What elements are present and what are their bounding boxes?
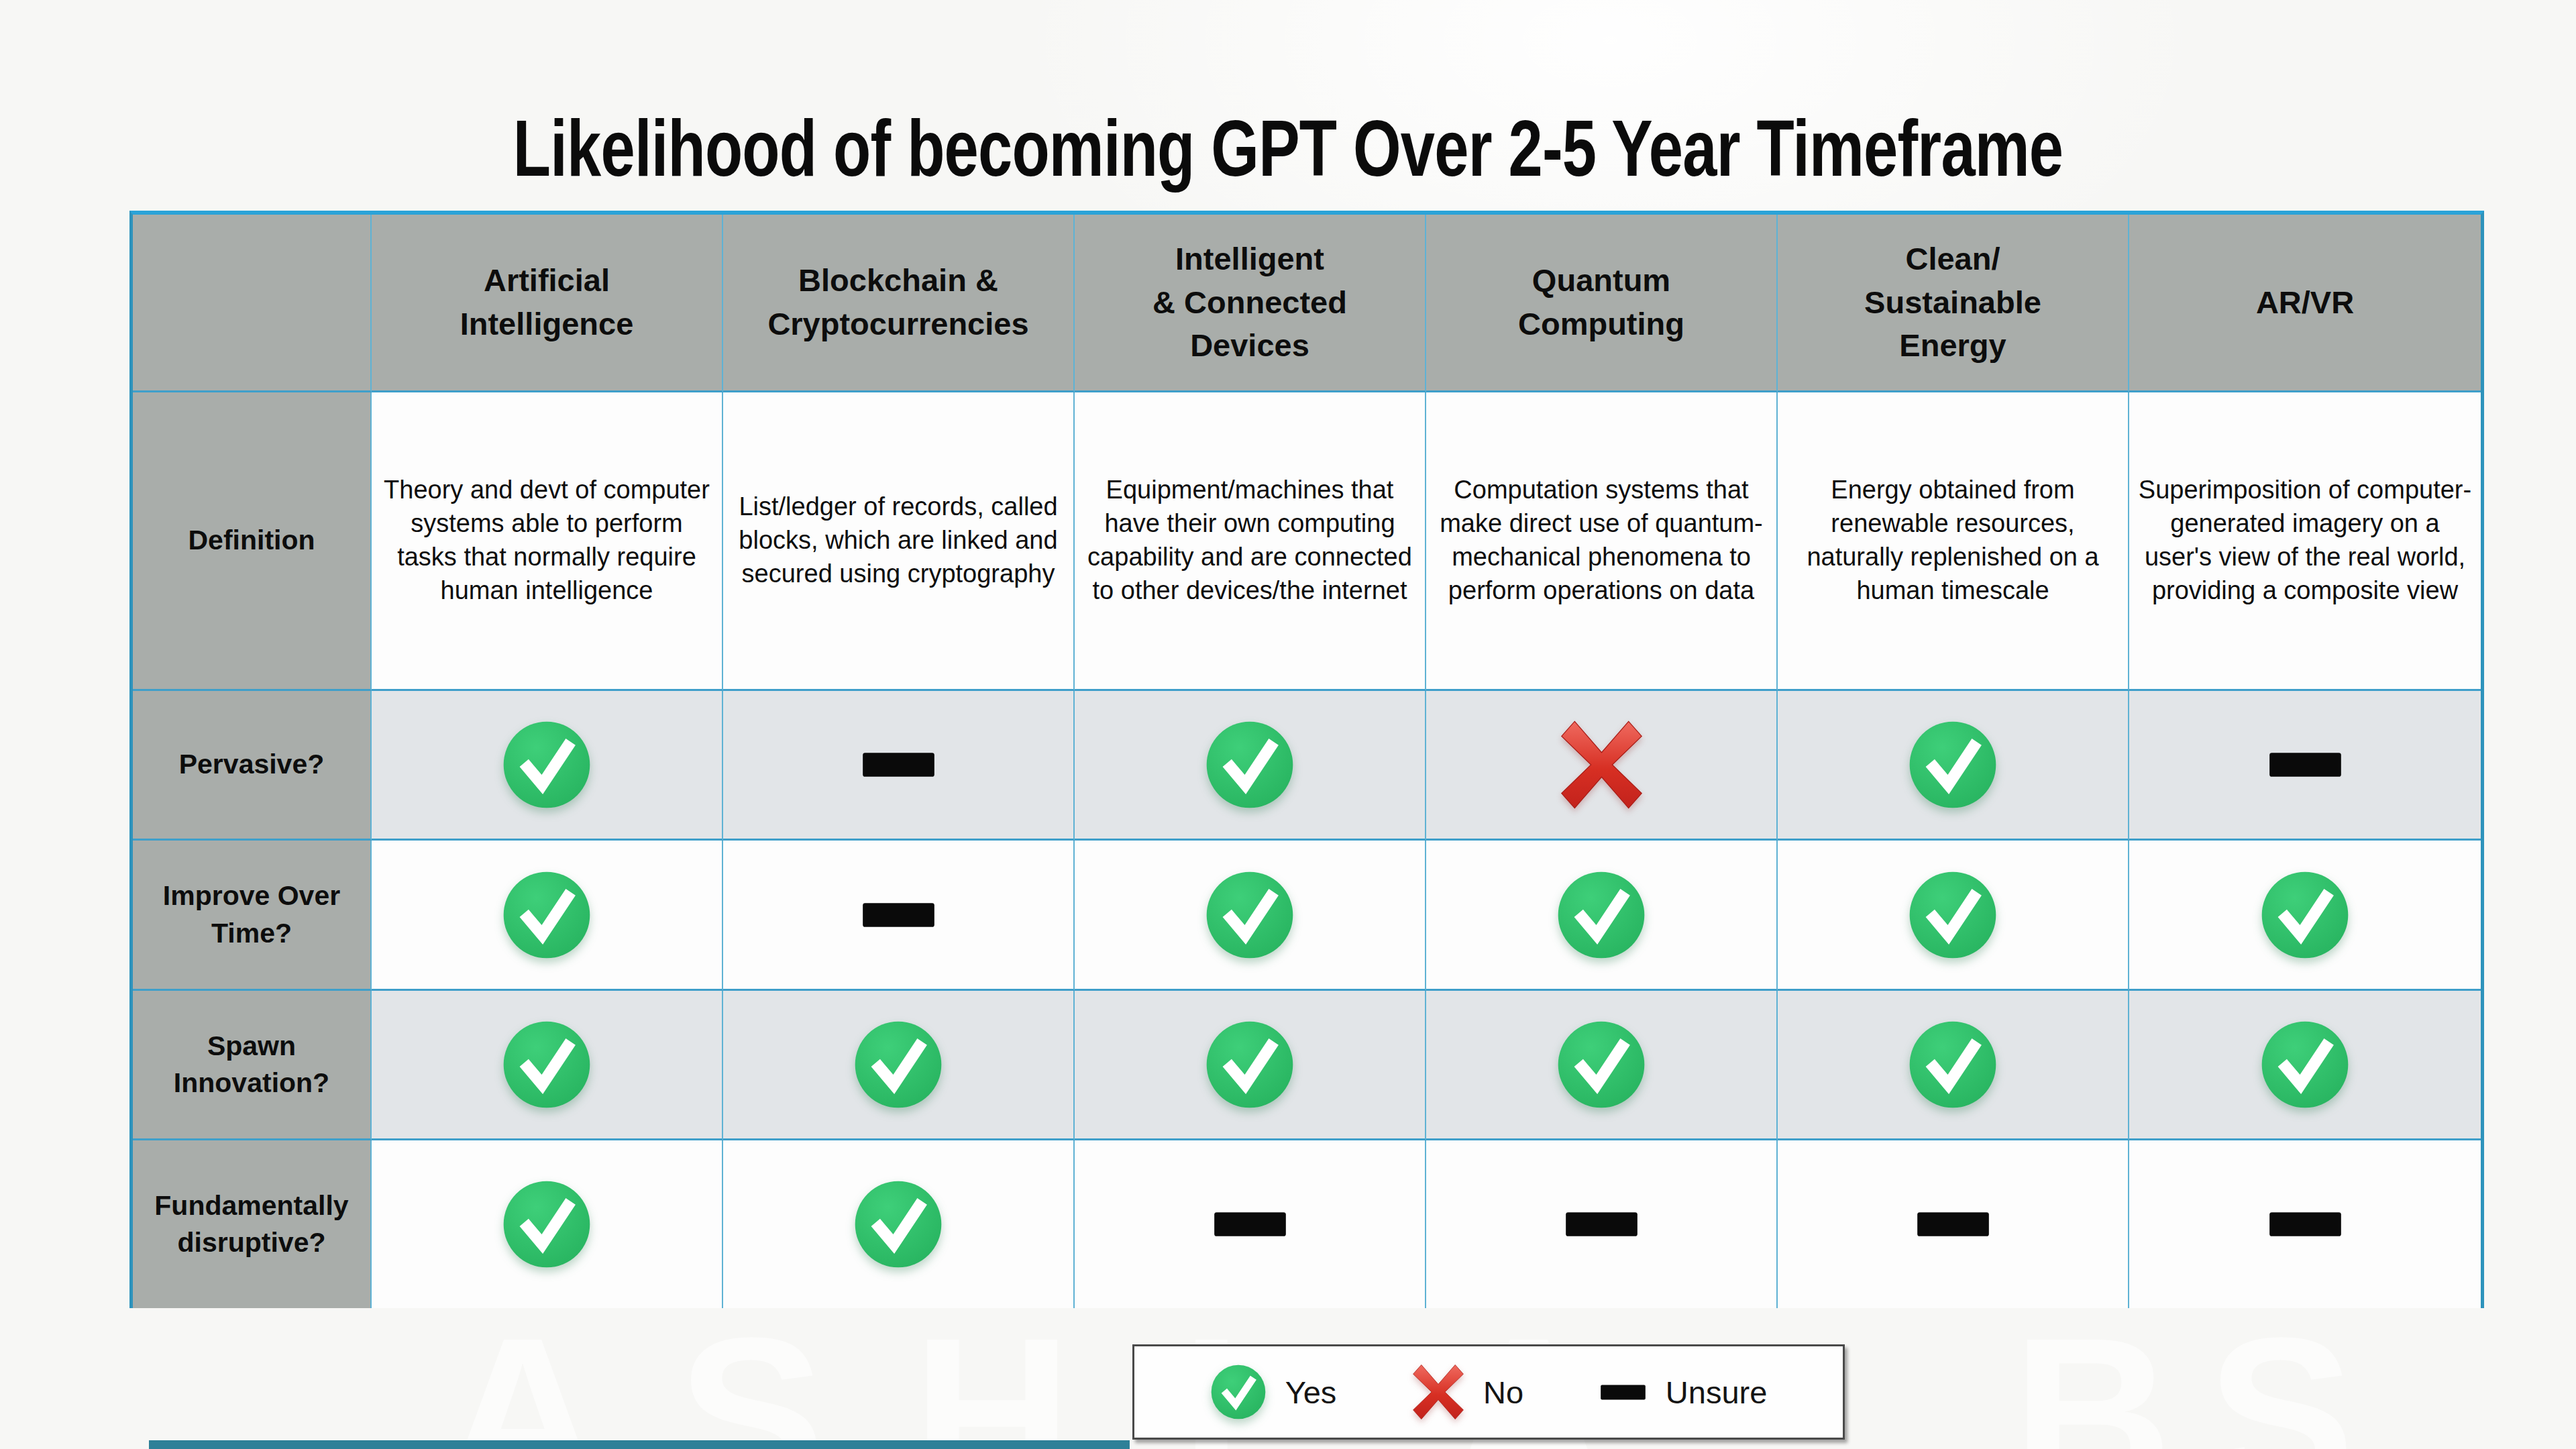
status-cell bbox=[1075, 691, 1426, 841]
check-circle-icon bbox=[1556, 870, 1646, 960]
check-circle-icon bbox=[1908, 870, 1998, 960]
row-label: Spawn Innovation? bbox=[133, 991, 372, 1140]
legend-label: No bbox=[1483, 1374, 1523, 1411]
check-circle-icon bbox=[1908, 720, 1998, 810]
cross-mark-icon bbox=[1560, 720, 1644, 810]
column-header: AR/VR bbox=[2129, 215, 2481, 392]
row-label: Fundamentally disruptive? bbox=[133, 1140, 372, 1308]
status-cell bbox=[1778, 841, 2129, 991]
watermark-letter: S bbox=[678, 1288, 825, 1449]
status-cell bbox=[1075, 841, 1426, 991]
legend-label: Unsure bbox=[1666, 1374, 1768, 1411]
page-title-text: Likelihood of becoming GPT Over 2-5 Year… bbox=[513, 105, 2063, 193]
dash-icon bbox=[2267, 751, 2343, 778]
dash-icon bbox=[1915, 1211, 1991, 1238]
check-circle-icon bbox=[502, 870, 592, 960]
column-header: Quantum Computing bbox=[1426, 215, 1778, 392]
definition-cell: Theory and devt of computer systems able… bbox=[372, 392, 723, 691]
check-circle-icon bbox=[502, 1179, 592, 1269]
dash-icon bbox=[861, 751, 936, 778]
status-cell bbox=[1778, 991, 2129, 1140]
cross-mark-icon bbox=[1412, 1364, 1464, 1420]
status-cell bbox=[1778, 1140, 2129, 1308]
status-cell bbox=[2129, 691, 2481, 841]
row-label: Improve Over Time? bbox=[133, 841, 372, 991]
status-cell bbox=[372, 991, 723, 1140]
dash-icon bbox=[2267, 1211, 2343, 1238]
check-circle-icon bbox=[853, 1020, 943, 1110]
status-cell bbox=[2129, 1140, 2481, 1308]
column-header: Intelligent & Connected Devices bbox=[1075, 215, 1426, 392]
status-cell bbox=[723, 1140, 1075, 1308]
legend-box: Yes No Unsure bbox=[1132, 1344, 1845, 1440]
status-cell bbox=[1426, 691, 1778, 841]
status-cell bbox=[372, 841, 723, 991]
watermark-letter: A bbox=[443, 1288, 602, 1449]
check-circle-icon bbox=[1210, 1364, 1267, 1420]
page-title: Likelihood of becoming GPT Over 2-5 Year… bbox=[0, 105, 2576, 193]
definition-cell: Computation systems that make direct use… bbox=[1426, 392, 1778, 691]
dash-icon bbox=[1564, 1211, 1640, 1238]
status-cell bbox=[2129, 841, 2481, 991]
check-circle-icon bbox=[502, 720, 592, 810]
legend-item: No bbox=[1412, 1364, 1523, 1420]
row-label: Definition bbox=[133, 392, 372, 691]
check-circle-icon bbox=[502, 1020, 592, 1110]
definition-cell: Superimposition of computer-generated im… bbox=[2129, 392, 2481, 691]
dash-icon bbox=[1599, 1384, 1647, 1401]
status-cell bbox=[1426, 841, 1778, 991]
column-header: Artificial Intelligence bbox=[372, 215, 723, 392]
definition-cell: Energy obtained from renewable resources… bbox=[1778, 392, 2129, 691]
legend-label: Yes bbox=[1285, 1374, 1337, 1411]
legend-item: Yes bbox=[1210, 1364, 1337, 1420]
column-header: Clean/ Sustainable Energy bbox=[1778, 215, 2129, 392]
check-circle-icon bbox=[1205, 720, 1295, 810]
row-label: Pervasive? bbox=[133, 691, 372, 841]
status-cell bbox=[1426, 991, 1778, 1140]
check-circle-icon bbox=[2260, 1020, 2350, 1110]
dash-icon bbox=[861, 902, 936, 928]
legend-item: Unsure bbox=[1599, 1374, 1768, 1411]
check-circle-icon bbox=[1908, 1020, 1998, 1110]
status-cell bbox=[1075, 1140, 1426, 1308]
status-cell bbox=[1075, 991, 1426, 1140]
status-cell bbox=[1426, 1140, 1778, 1308]
check-circle-icon bbox=[1556, 1020, 1646, 1110]
status-cell bbox=[723, 841, 1075, 991]
gpt-comparison-table: Artificial IntelligenceBlockchain & Cryp… bbox=[129, 211, 2484, 1308]
definition-cell: List/ledger of records, called blocks, w… bbox=[723, 392, 1075, 691]
definition-cell: Equipment/machines that have their own c… bbox=[1075, 392, 1426, 691]
watermark-letter: S bbox=[2207, 1288, 2355, 1449]
status-cell bbox=[372, 1140, 723, 1308]
column-header: Blockchain & Cryptocurrencies bbox=[723, 215, 1075, 392]
status-cell bbox=[372, 691, 723, 841]
watermark-letter: B bbox=[2012, 1288, 2172, 1449]
check-circle-icon bbox=[853, 1179, 943, 1269]
status-cell bbox=[723, 991, 1075, 1140]
check-circle-icon bbox=[1205, 870, 1295, 960]
status-cell bbox=[723, 691, 1075, 841]
dash-icon bbox=[1212, 1211, 1288, 1238]
check-circle-icon bbox=[2260, 870, 2350, 960]
check-circle-icon bbox=[1205, 1020, 1295, 1110]
bottom-accent-bar bbox=[149, 1440, 1130, 1449]
status-cell bbox=[1778, 691, 2129, 841]
status-cell bbox=[2129, 991, 2481, 1140]
watermark-letter: H bbox=[912, 1288, 1072, 1449]
corner-cell bbox=[133, 215, 372, 392]
